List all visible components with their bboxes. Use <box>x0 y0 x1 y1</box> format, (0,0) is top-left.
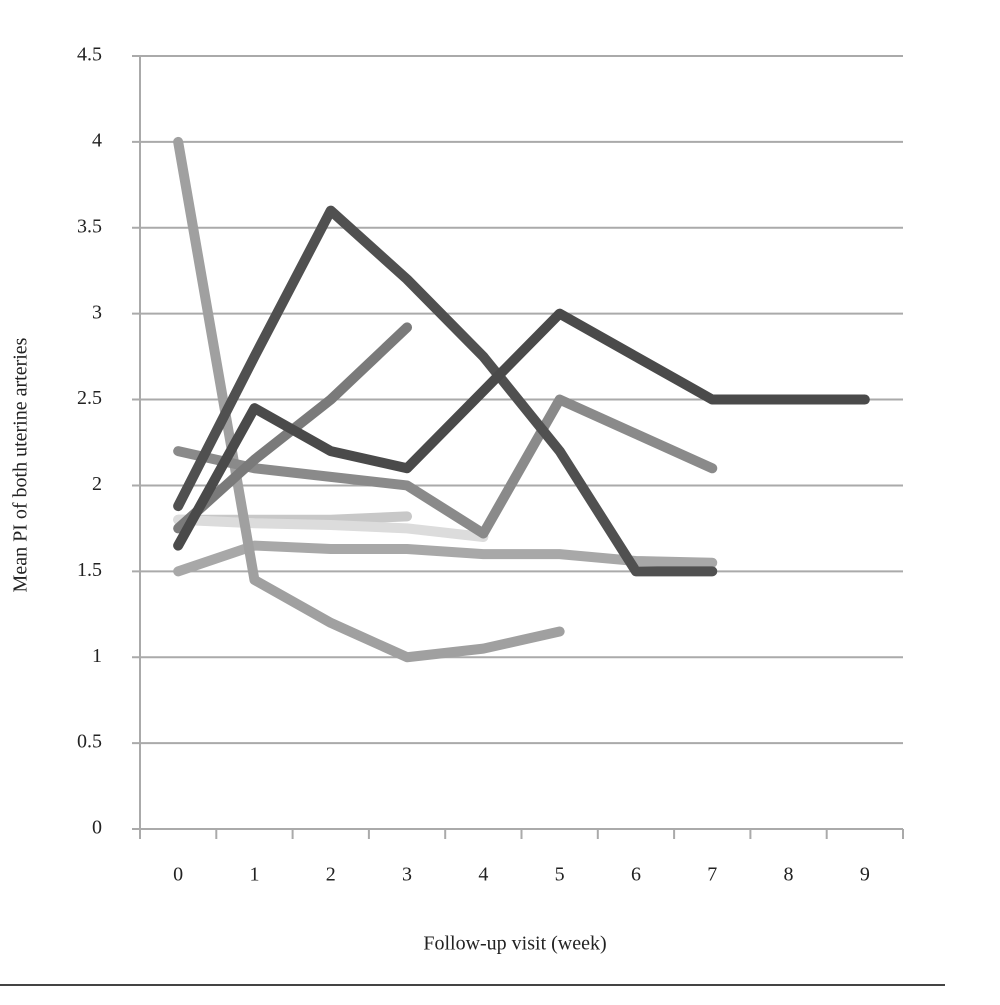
series-line <box>173 394 718 539</box>
series-line <box>173 308 870 551</box>
x-tick-label: 6 <box>631 864 641 886</box>
series-line <box>173 205 718 577</box>
series-line <box>173 136 565 663</box>
y-tick-label: 0 <box>92 817 102 839</box>
y-axis-label: Mean PI of both uterine arteries <box>10 337 32 592</box>
x-tick-label: 9 <box>860 864 870 886</box>
x-tick-label: 4 <box>478 864 488 886</box>
x-tick-label: 0 <box>173 864 183 886</box>
y-tick-label: 1.5 <box>77 559 102 581</box>
x-tick-label: 1 <box>249 864 259 886</box>
y-tick-label: 1 <box>92 645 102 667</box>
x-tick-label: 5 <box>555 864 565 886</box>
x-axis-label: Follow-up visit (week) <box>423 933 606 955</box>
y-tick-label: 3.5 <box>77 215 102 237</box>
series-line <box>173 514 489 542</box>
y-tick-label: 2.5 <box>77 387 102 409</box>
x-tick-label: 7 <box>707 864 717 886</box>
y-tick-label: 3 <box>92 301 102 323</box>
y-tick-label: 4 <box>92 129 102 151</box>
y-tick-label: 4.5 <box>77 44 102 66</box>
x-tick-label: 3 <box>402 864 412 886</box>
y-tick-label: 2 <box>92 473 102 495</box>
x-tick-label: 8 <box>784 864 794 886</box>
x-tick-label: 2 <box>326 864 336 886</box>
y-tick-label: 0.5 <box>77 731 102 753</box>
